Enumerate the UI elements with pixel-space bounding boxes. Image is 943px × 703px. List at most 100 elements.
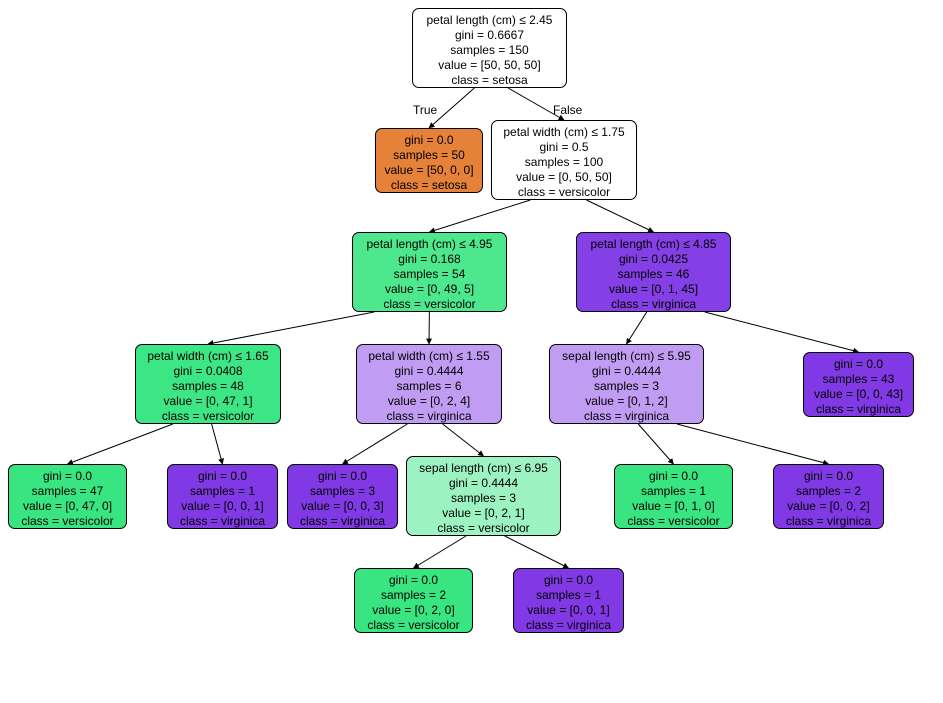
tree-edge [627, 312, 647, 344]
tree-node-line: gini = 0.4444 [413, 476, 554, 491]
tree-node-line: class = setosa [382, 178, 476, 193]
tree-node-line: samples = 6 [363, 379, 495, 394]
tree-node: gini = 0.0samples = 47value = [0, 47, 0]… [8, 464, 127, 529]
tree-node-line: gini = 0.0408 [142, 364, 274, 379]
tree-node-line: samples = 47 [15, 484, 120, 499]
tree-node-line: value = [0, 1, 2] [556, 394, 697, 409]
tree-node-line: gini = 0.0 [621, 469, 726, 484]
tree-node-line: value = [0, 1, 45] [583, 282, 724, 297]
tree-node-line: petal width (cm) ≤ 1.55 [363, 349, 495, 364]
tree-node-line: samples = 3 [556, 379, 697, 394]
tree-edge [212, 424, 223, 464]
tree-node: gini = 0.0samples = 43value = [0, 0, 43]… [803, 352, 914, 417]
tree-node: sepal length (cm) ≤ 6.95gini = 0.4444sam… [406, 456, 561, 536]
tree-node-line: sepal length (cm) ≤ 6.95 [413, 461, 554, 476]
tree-node: petal length (cm) ≤ 4.85gini = 0.0425sam… [576, 232, 731, 312]
tree-node-line: gini = 0.0 [780, 469, 877, 484]
tree-node: sepal length (cm) ≤ 5.95gini = 0.4444sam… [549, 344, 704, 424]
tree-edge [586, 200, 653, 232]
tree-node-line: petal width (cm) ≤ 1.65 [142, 349, 274, 364]
tree-node-line: petal length (cm) ≤ 4.85 [583, 237, 724, 252]
tree-node: gini = 0.0samples = 1value = [0, 0, 1]cl… [513, 568, 624, 633]
tree-edge [430, 200, 531, 232]
tree-node-line: class = versicolor [498, 185, 630, 200]
tree-node-line: samples = 43 [810, 372, 907, 387]
tree-node-line: class = versicolor [621, 514, 726, 529]
tree-node-line: value = [50, 50, 50] [419, 58, 560, 73]
tree-node-line: gini = 0.168 [359, 252, 500, 267]
tree-node-line: class = versicolor [15, 514, 120, 529]
tree-node-line: value = [0, 2, 0] [361, 603, 466, 618]
tree-node: petal width (cm) ≤ 1.65gini = 0.0408samp… [135, 344, 281, 424]
tree-edge [443, 424, 484, 456]
tree-node-line: petal length (cm) ≤ 4.95 [359, 237, 500, 252]
tree-node-line: class = versicolor [359, 297, 500, 312]
tree-node-line: gini = 0.5 [498, 140, 630, 155]
tree-node-line: class = virginica [520, 618, 617, 633]
tree-node-line: samples = 150 [419, 43, 560, 58]
tree-node-line: gini = 0.6667 [419, 28, 560, 43]
tree-node-line: samples = 46 [583, 267, 724, 282]
tree-node-line: gini = 0.0 [15, 469, 120, 484]
tree-node-line: value = [0, 0, 1] [174, 499, 271, 514]
tree-node-line: value = [0, 2, 1] [413, 506, 554, 521]
tree-node-line: class = versicolor [142, 409, 274, 424]
tree-node: petal length (cm) ≤ 2.45gini = 0.6667sam… [412, 8, 567, 88]
tree-node-line: gini = 0.0 [382, 133, 476, 148]
tree-node-line: samples = 50 [382, 148, 476, 163]
tree-node-line: samples = 3 [413, 491, 554, 506]
tree-node: gini = 0.0samples = 3value = [0, 0, 3]cl… [287, 464, 398, 529]
tree-node-line: samples = 2 [361, 588, 466, 603]
tree-node: gini = 0.0samples = 1value = [0, 0, 1]cl… [167, 464, 278, 529]
tree-node-line: petal length (cm) ≤ 2.45 [419, 13, 560, 28]
tree-node-line: value = [50, 0, 0] [382, 163, 476, 178]
tree-node-line: samples = 1 [520, 588, 617, 603]
tree-node-line: class = virginica [174, 514, 271, 529]
tree-node-line: class = versicolor [361, 618, 466, 633]
tree-node-line: samples = 100 [498, 155, 630, 170]
tree-node-line: class = virginica [780, 514, 877, 529]
tree-node-line: samples = 3 [294, 484, 391, 499]
tree-node-line: gini = 0.0 [810, 357, 907, 372]
tree-node-line: value = [0, 0, 1] [520, 603, 617, 618]
tree-node-line: gini = 0.4444 [556, 364, 697, 379]
tree-node-line: gini = 0.4444 [363, 364, 495, 379]
tree-node-line: value = [0, 2, 4] [363, 394, 495, 409]
tree-node-line: gini = 0.0 [174, 469, 271, 484]
tree-node-line: gini = 0.0 [294, 469, 391, 484]
tree-edge [208, 312, 374, 344]
tree-edge [705, 312, 859, 352]
tree-node-line: class = virginica [294, 514, 391, 529]
tree-node-line: value = [0, 47, 1] [142, 394, 274, 409]
tree-node-line: class = virginica [583, 297, 724, 312]
tree-edge [638, 424, 673, 464]
tree-edge [343, 424, 408, 464]
tree-node-line: value = [0, 0, 2] [780, 499, 877, 514]
tree-edge [677, 424, 829, 464]
tree-edge [414, 536, 467, 568]
tree-node: gini = 0.0samples = 1value = [0, 1, 0]cl… [614, 464, 733, 529]
edge-label: False [553, 103, 582, 118]
tree-node-line: samples = 1 [174, 484, 271, 499]
tree-node-line: class = setosa [419, 73, 560, 88]
tree-node-line: class = virginica [810, 402, 907, 417]
tree-node: petal width (cm) ≤ 1.75gini = 0.5samples… [491, 120, 637, 200]
tree-node: gini = 0.0samples = 2value = [0, 2, 0]cl… [354, 568, 473, 633]
tree-node-line: class = versicolor [413, 521, 554, 536]
tree-node-line: petal width (cm) ≤ 1.75 [498, 125, 630, 140]
tree-node-line: value = [0, 49, 5] [359, 282, 500, 297]
tree-node-line: sepal length (cm) ≤ 5.95 [556, 349, 697, 364]
tree-node-line: gini = 0.0425 [583, 252, 724, 267]
tree-node-line: value = [0, 50, 50] [498, 170, 630, 185]
tree-node: petal length (cm) ≤ 4.95gini = 0.168samp… [352, 232, 507, 312]
tree-node: gini = 0.0samples = 50value = [50, 0, 0]… [375, 128, 483, 193]
tree-node: gini = 0.0samples = 2value = [0, 0, 2]cl… [773, 464, 884, 529]
tree-node-line: samples = 2 [780, 484, 877, 499]
tree-node-line: class = virginica [556, 409, 697, 424]
tree-node-line: samples = 1 [621, 484, 726, 499]
tree-node-line: value = [0, 0, 43] [810, 387, 907, 402]
edge-label: True [413, 103, 437, 118]
tree-edge [68, 424, 173, 464]
tree-node: petal width (cm) ≤ 1.55gini = 0.4444samp… [356, 344, 502, 424]
tree-node-line: gini = 0.0 [520, 573, 617, 588]
